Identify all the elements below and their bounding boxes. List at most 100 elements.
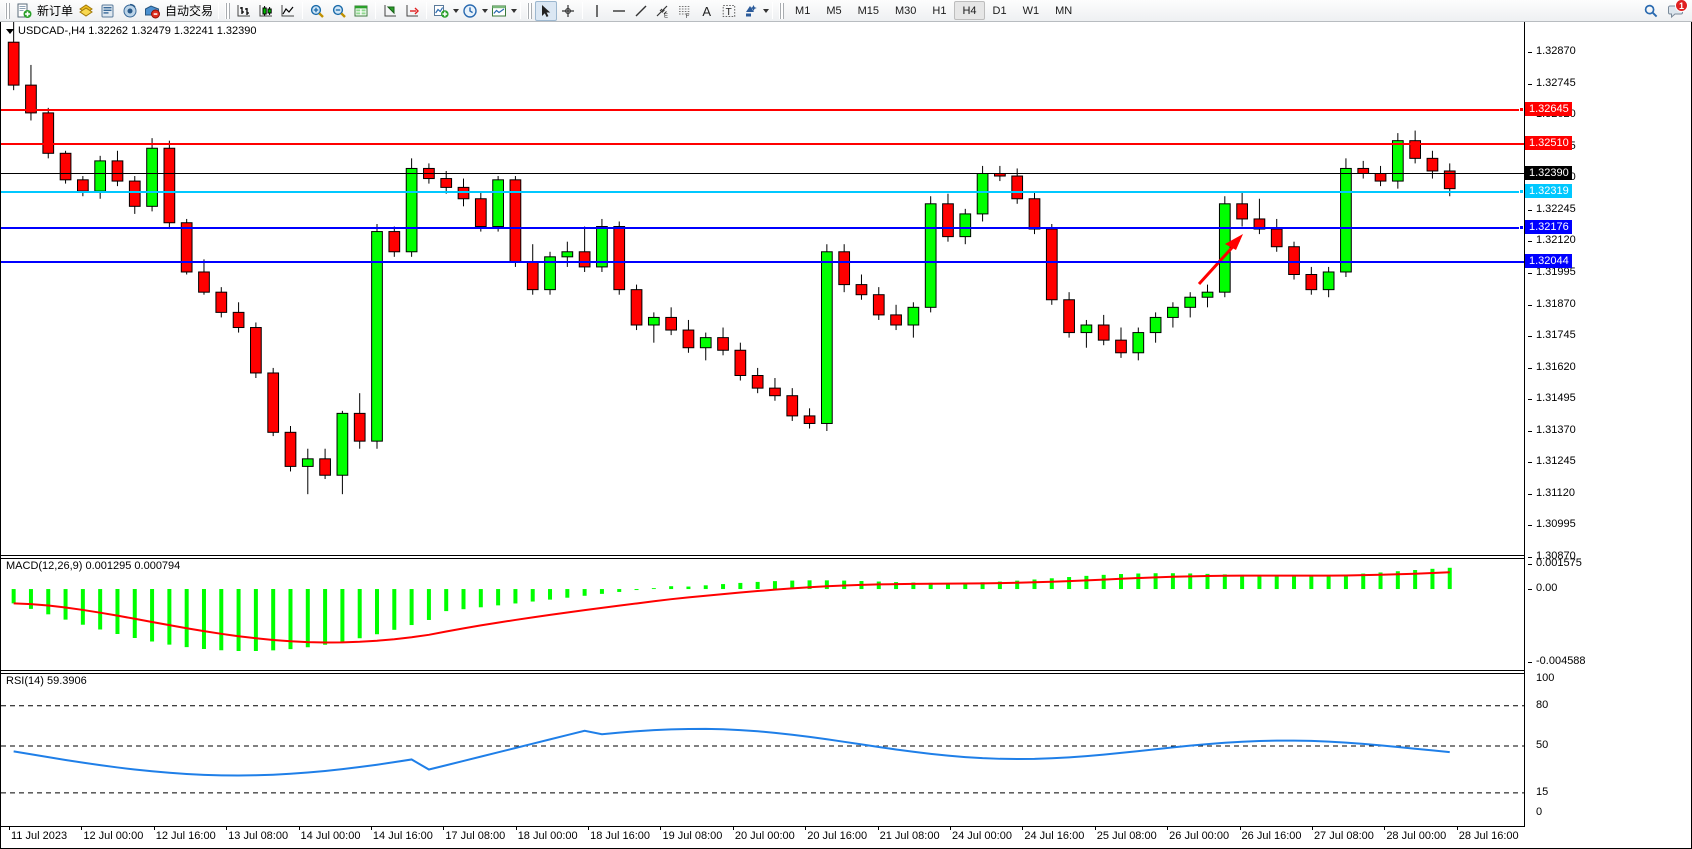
price-level-line-1.32319[interactable] (1, 191, 1524, 194)
shapes-icon[interactable] (740, 1, 762, 21)
pane-separator-macd-2 (1, 558, 1524, 559)
time-axis-tick-label: 27 Jul 08:00 (1313, 830, 1374, 842)
price-line-anchor[interactable] (1519, 225, 1524, 231)
toolbar-grip-4[interactable] (779, 2, 785, 19)
cursor-icon[interactable] (535, 0, 558, 21)
horizontal-line-icon[interactable] (608, 1, 630, 21)
time-axis-tick (1167, 827, 1169, 830)
toolbar-right-group: 1 (1640, 0, 1690, 21)
trendline-icon[interactable] (630, 1, 652, 21)
price-line-anchor[interactable] (1519, 106, 1524, 112)
timeframe-button-h4[interactable]: H4 (954, 1, 985, 20)
text-label-icon[interactable]: T (718, 1, 740, 21)
new-order-label[interactable]: 新订单 (37, 4, 74, 18)
time-axis[interactable]: 11 Jul 2023 12 Jul 00:00 12 Jul 16:00 13 Ju… (1, 826, 1524, 848)
time-axis-tick (588, 827, 590, 830)
timeframe-button-d1[interactable]: D1 (992, 4, 1007, 17)
time-axis-tick (1239, 827, 1241, 830)
timeframe-button-m5[interactable]: M5 (826, 4, 842, 17)
price-tag-1.32044: 1.32044 (1525, 253, 1572, 268)
chevron-down-icon-templates[interactable] (511, 8, 518, 13)
time-axis-tick-label: 21 Jul 08:00 (879, 830, 940, 842)
time-axis-tick (1094, 827, 1096, 830)
chart-title-bar: USDCAD-,H4 1.32262 1.32479 1.32241 1.323… (6, 25, 257, 37)
price-level-line-1.32044[interactable] (1, 260, 1524, 263)
chevron-down-icon-chart[interactable] (6, 28, 14, 34)
price-tag-1.32319: 1.32319 (1525, 184, 1572, 199)
price-level-line-1.32645[interactable] (1, 108, 1524, 111)
vertical-line-icon[interactable] (586, 1, 608, 21)
timeframe-button-m30[interactable]: M30 (895, 4, 917, 17)
price-axis-tick-label: 1.32870 (1536, 45, 1576, 57)
zoom-in-icon[interactable] (306, 1, 328, 21)
templates-icon[interactable] (488, 1, 510, 21)
time-axis-tick-label: 20 Jul 16:00 (807, 830, 868, 842)
price-axis-tick-label: 1.32745 (1536, 76, 1576, 89)
rsi-axis-tick-label: 0 (1536, 806, 1543, 818)
timeframe-button-m15[interactable]: M15 (857, 4, 879, 17)
timeframe-button-w1[interactable]: W1 (1022, 4, 1040, 17)
toolbar-grip-2[interactable] (225, 2, 231, 19)
bar-chart-icon[interactable] (233, 1, 255, 21)
price-axis-labels[interactable]: 1.328701.327451.326201.324951.323701.322… (1528, 22, 1691, 562)
time-axis-tick-label: 18 Jul 00:00 (517, 830, 578, 842)
zoom-out-icon[interactable] (328, 1, 350, 21)
macd-indicator-label: MACD(12,26,9) 0.001295 0.000794 (6, 560, 181, 572)
candlestick-chart-icon[interactable] (255, 1, 277, 21)
search-icon[interactable] (1640, 1, 1662, 21)
data-window-icon[interactable] (350, 1, 372, 21)
time-axis-tick (298, 827, 300, 830)
time-axis-tick-label: 24 Jul 16:00 (1024, 830, 1085, 842)
price-axis-tick-label: 1.31120 (1536, 486, 1575, 499)
crosshair-icon[interactable] (557, 1, 579, 21)
profiles-icon[interactable] (75, 1, 97, 21)
time-axis-tick (950, 827, 951, 830)
price-line-anchor[interactable] (1519, 189, 1524, 195)
indicators-icon[interactable] (430, 1, 452, 21)
time-axis-tick (1384, 827, 1386, 830)
price-axis-tick (1528, 272, 1532, 274)
chart-window[interactable]: USDCAD-,H4 1.32262 1.32479 1.32241 1.323… (0, 22, 1692, 849)
macd-axis-tick (1528, 589, 1532, 591)
navigator-icon[interactable] (119, 1, 141, 21)
time-axis-tick-label: 13 Jul 08:00 (228, 830, 289, 842)
price-axis-tick-label: 1.30870 (1536, 550, 1576, 562)
price-tag-1.32390: 1.32390 (1525, 166, 1572, 181)
text-icon[interactable]: A (696, 1, 718, 21)
timeframe-button-h1[interactable]: H1 (932, 4, 947, 17)
elliott-icon[interactable]: E (652, 1, 674, 21)
toolbar-grip-3[interactable] (527, 2, 533, 19)
line-chart-icon[interactable] (277, 1, 299, 21)
time-axis-tick (877, 827, 879, 830)
chevron-down-icon-period[interactable] (482, 8, 489, 13)
price-axis-tick-label: 1.31745 (1536, 329, 1576, 342)
price-axis-tick (1528, 525, 1532, 527)
toolbar-separator-7 (772, 2, 774, 19)
price-level-line-1.32390[interactable] (1, 173, 1524, 175)
toolbar-grip[interactable] (5, 2, 10, 19)
alerts-icon[interactable]: 1 (1668, 0, 1688, 20)
chart-shift-icon[interactable] (401, 1, 423, 21)
period-icon[interactable] (459, 1, 481, 21)
chevron-down-icon-shapes[interactable] (763, 8, 770, 13)
toolbar-separator-6 (582, 2, 584, 19)
time-axis-tick (226, 827, 228, 830)
price-level-line-1.32510[interactable] (1, 142, 1524, 145)
timeframe-button-mn[interactable]: MN (1055, 4, 1073, 17)
price-chart-canvas[interactable] (1, 22, 1524, 557)
auto-scroll-icon[interactable] (379, 1, 401, 21)
time-axis-tick (732, 827, 734, 830)
auto-trading-label[interactable]: 自动交易 (165, 4, 214, 18)
time-axis-tick (9, 827, 10, 830)
timeframe-button-m1[interactable]: M1 (795, 4, 811, 17)
price-level-line-1.32176[interactable] (1, 227, 1524, 230)
terminal-icon[interactable] (141, 1, 163, 21)
fibonacci-icon[interactable]: F (674, 1, 696, 21)
market-watch-icon[interactable] (97, 1, 119, 21)
rsi-axis-tick-label: 80 (1536, 698, 1549, 711)
time-axis-tick (370, 827, 372, 830)
up-arrow-annotation-icon (1197, 234, 1243, 286)
chevron-down-icon-indicators[interactable] (453, 8, 460, 13)
price-axis-tick (1528, 430, 1532, 432)
new-order-icon[interactable] (13, 1, 35, 21)
